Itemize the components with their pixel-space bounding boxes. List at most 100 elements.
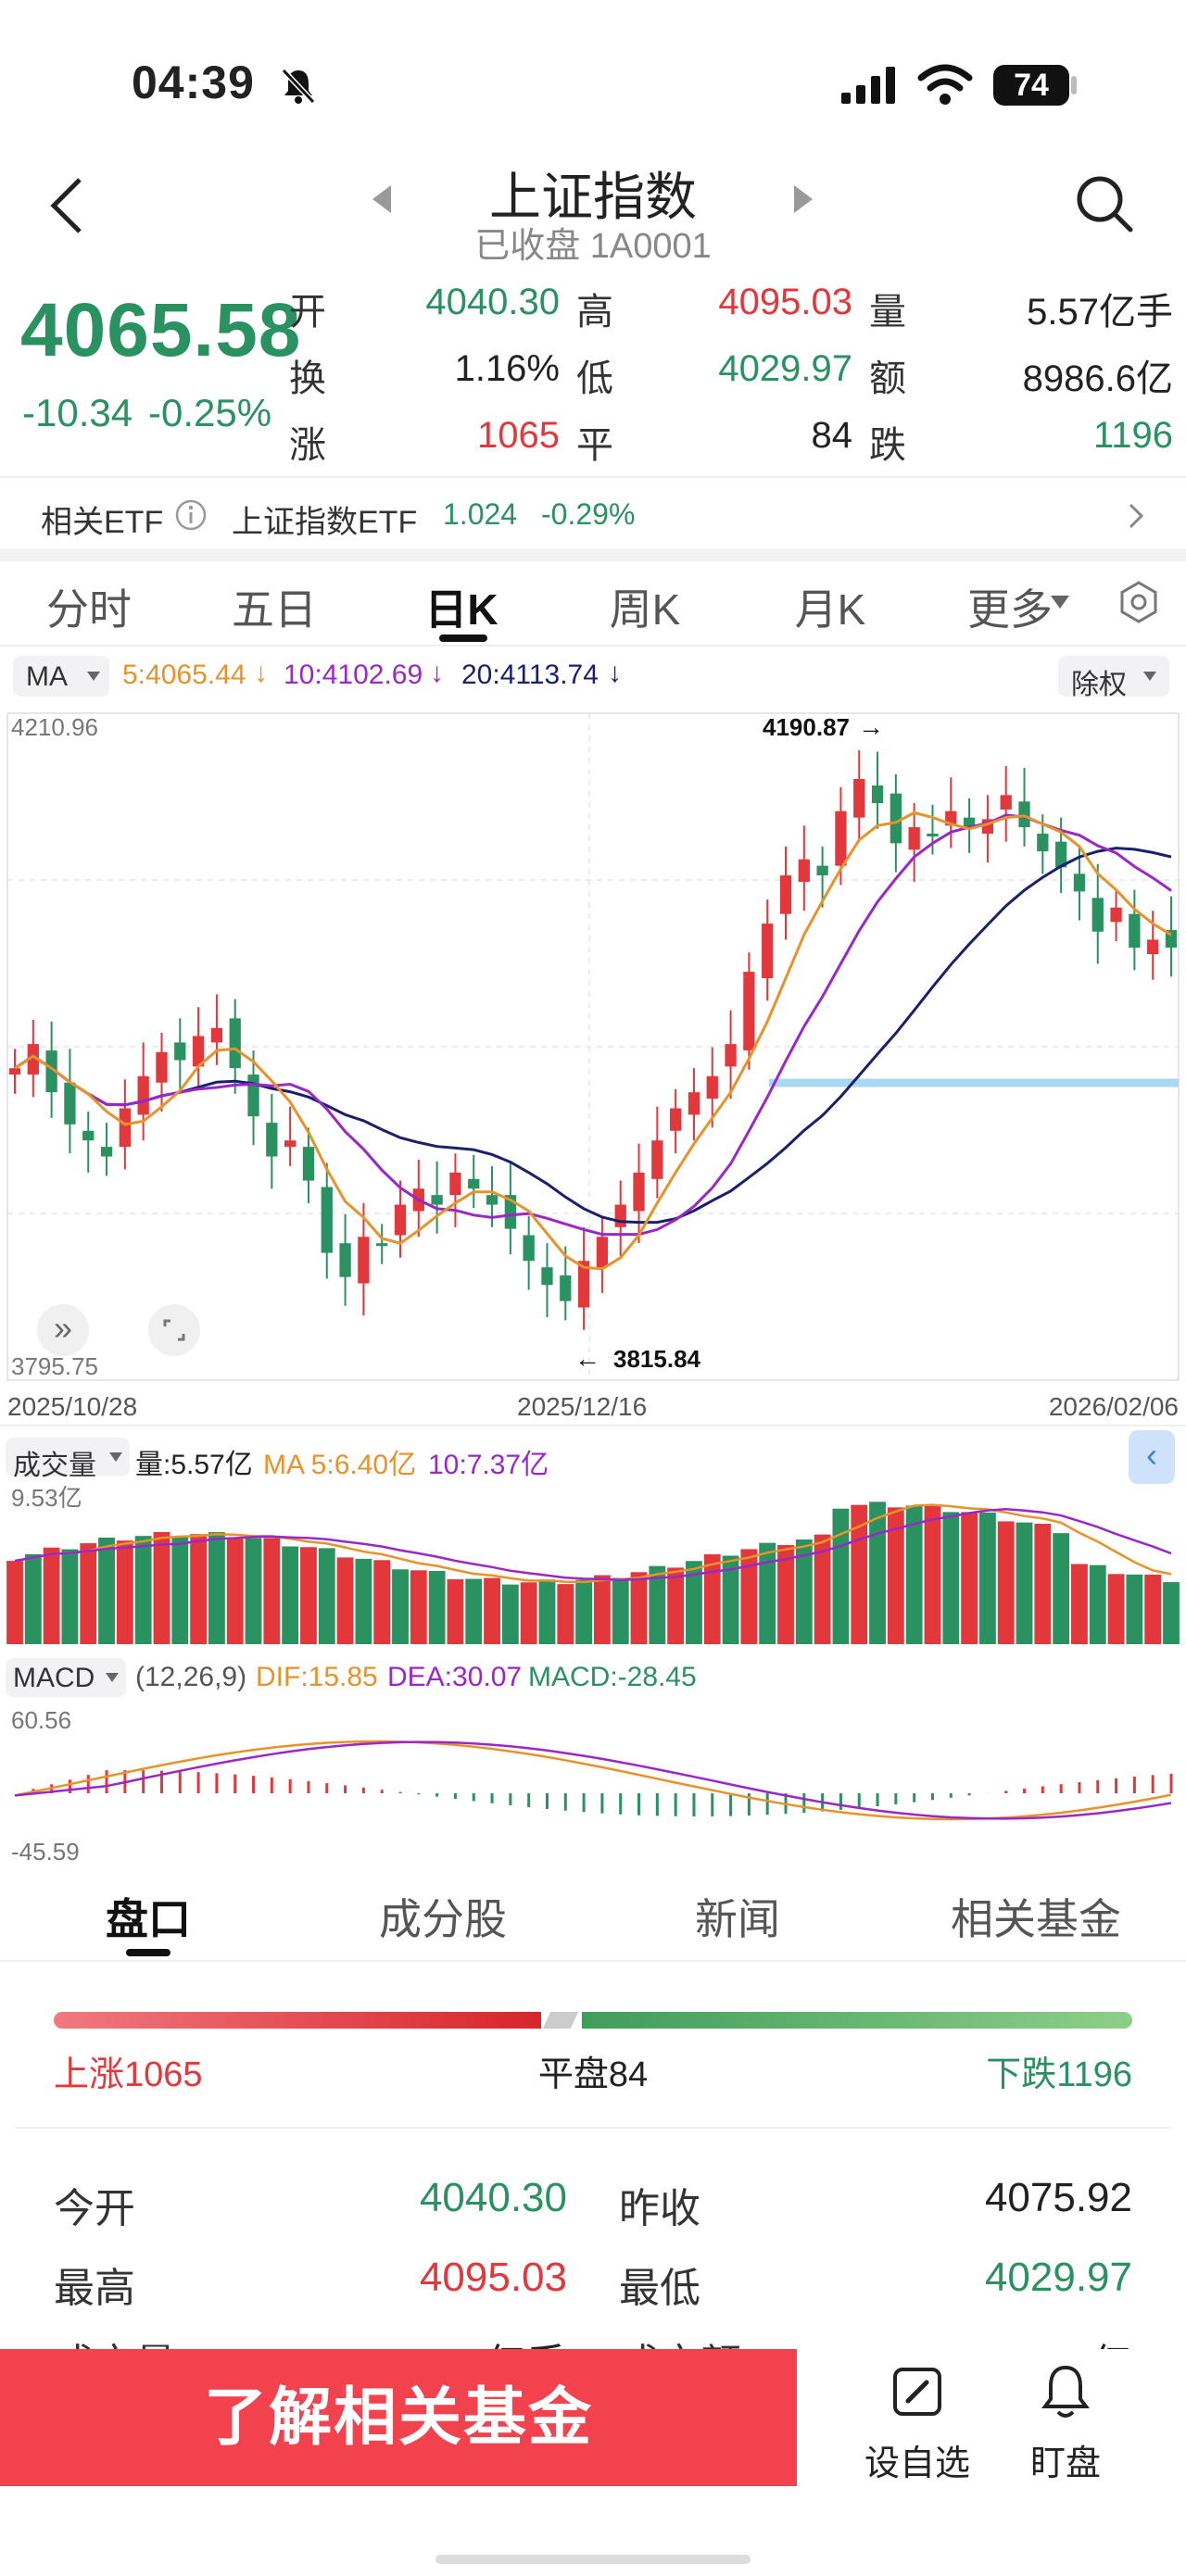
volume-bar <box>795 1539 813 1644</box>
fullscreen-icon[interactable] <box>148 1304 200 1356</box>
dropdown-icon <box>87 672 100 681</box>
volume-bar <box>134 1536 152 1644</box>
macd-min-label: -45.59 <box>11 1838 80 1866</box>
next-index-icon[interactable] <box>792 185 814 213</box>
candle-body <box>266 1123 278 1157</box>
ma-selector[interactable]: MA <box>13 656 109 697</box>
volume-bar <box>355 1558 372 1644</box>
volume-bar <box>465 1578 483 1644</box>
macd-chart: 60.56 -45.59 <box>11 1706 1173 1866</box>
add-watchlist-button[interactable]: 设自选 <box>852 2360 982 2483</box>
candle-body <box>614 1204 626 1227</box>
ma10-value: 10:4102.69 <box>284 660 423 690</box>
quote-label: 涨 <box>289 425 326 466</box>
price-change: -10.34 <box>22 391 133 434</box>
chart-tab[interactable]: 更多 <box>967 585 1053 634</box>
signal-icon <box>841 67 895 104</box>
low-annotation: 3815.84 <box>613 1345 701 1373</box>
learn-funds-button[interactable]: 了解相关基金 <box>0 2349 797 2486</box>
volume-bar <box>978 1512 996 1644</box>
ma20-line <box>14 847 1172 1225</box>
section-tab[interactable]: 盘口 <box>106 1895 191 1943</box>
volume-bar <box>263 1538 281 1644</box>
macd-selector[interactable]: MACD <box>6 1658 126 1697</box>
volume-bar <box>1126 1574 1143 1644</box>
quote-label: 低 <box>576 358 613 399</box>
candle-body <box>8 1068 21 1075</box>
candle-body <box>210 1027 223 1043</box>
volume-bar <box>98 1537 115 1644</box>
candle-body <box>816 865 828 876</box>
quote-label: 开 <box>289 292 326 333</box>
volume-chart: 9.53亿 <box>6 1484 1180 1644</box>
date-label-start: 2025/10/28 <box>7 1392 137 1421</box>
chart-tab[interactable]: 分时 <box>46 585 132 634</box>
etf-bar[interactable]: 相关ETF 上证指数ETF 1.024 -0.29% <box>0 482 1186 547</box>
volume-bar <box>300 1547 317 1644</box>
section-tab[interactable]: 新闻 <box>695 1895 780 1943</box>
detail-value: 4075.92 <box>984 2175 1132 2220</box>
volume-bar <box>318 1548 335 1644</box>
candle-body <box>45 1050 57 1093</box>
info-icon[interactable] <box>174 498 208 532</box>
volume-bar <box>777 1544 794 1644</box>
dif-line <box>14 1740 1172 1821</box>
detail-label: 昨收 <box>619 2186 700 2231</box>
quote-label: 高 <box>576 292 613 333</box>
candle-body <box>596 1237 609 1268</box>
volume-bar <box>24 1553 42 1644</box>
monitor-button[interactable]: 盯盘 <box>1001 2360 1130 2483</box>
expand-button[interactable]: » <box>37 1304 89 1356</box>
macd-dif: DIF:15.85 <box>256 1662 378 1692</box>
search-icon[interactable] <box>1075 174 1134 233</box>
battery-tip <box>1071 76 1077 94</box>
section-tab[interactable]: 成分股 <box>379 1895 507 1943</box>
chart-tab[interactable]: 日K <box>424 585 498 634</box>
detail-label: 最高 <box>54 2266 135 2311</box>
chart-settings-icon[interactable] <box>1117 580 1161 624</box>
adjust-selector[interactable]: 除权 <box>1058 656 1169 700</box>
volume-bar <box>208 1532 225 1644</box>
watch-label: 设自选 <box>864 2444 970 2483</box>
dropdown-icon <box>1143 672 1156 681</box>
detail-label: 今开 <box>54 2186 135 2231</box>
ymin-label: 3795.75 <box>11 1352 98 1380</box>
volume-ma5-line <box>14 1503 1172 1584</box>
candle-body <box>835 810 847 866</box>
volume-bar <box>226 1539 244 1644</box>
low-arrow-icon: ← <box>574 1344 600 1373</box>
candle-body <box>688 1092 700 1115</box>
chart-tab[interactable]: 五日 <box>232 585 317 634</box>
volume-bar <box>832 1508 850 1644</box>
prev-index-icon[interactable] <box>371 185 393 213</box>
candle-body <box>229 1018 241 1069</box>
volume-bar <box>961 1512 978 1644</box>
quote-label: 跌 <box>869 425 906 466</box>
divider <box>0 476 1186 478</box>
back-icon[interactable] <box>48 176 85 235</box>
volume-bar <box>245 1538 262 1644</box>
etf-pct: -0.29% <box>541 497 636 531</box>
volume-bar <box>722 1555 739 1644</box>
section-tab[interactable]: 相关基金 <box>951 1895 1121 1943</box>
volume-bar <box>1071 1564 1088 1644</box>
ma10-line <box>14 813 1172 1237</box>
more-dropdown-icon[interactable] <box>1051 596 1069 610</box>
candle-body <box>376 1243 388 1247</box>
chart-tab[interactable]: 周K <box>609 585 681 634</box>
volume-bar <box>1016 1522 1033 1644</box>
chevron-right-icon <box>1129 503 1144 529</box>
candle-body <box>156 1051 168 1083</box>
volume-selector[interactable]: 成交量 <box>6 1438 130 1481</box>
candle-body <box>486 1195 498 1205</box>
volume-bar <box>484 1577 500 1644</box>
candle-body <box>1147 939 1159 955</box>
collapse-panel-button[interactable]: ‹ <box>1129 1430 1175 1484</box>
volume-ma10-line <box>14 1507 1172 1581</box>
volume-bar <box>686 1561 702 1644</box>
candlestick-chart[interactable]: 4210.96 3795.75 4190.87 → ← 3815.84 2025… <box>0 708 1186 1430</box>
bell-icon <box>1041 2365 1090 2418</box>
quote-value: 1196 <box>1092 415 1173 456</box>
chart-tab[interactable]: 月K <box>794 585 866 634</box>
macd-label: MACD <box>13 1663 95 1693</box>
